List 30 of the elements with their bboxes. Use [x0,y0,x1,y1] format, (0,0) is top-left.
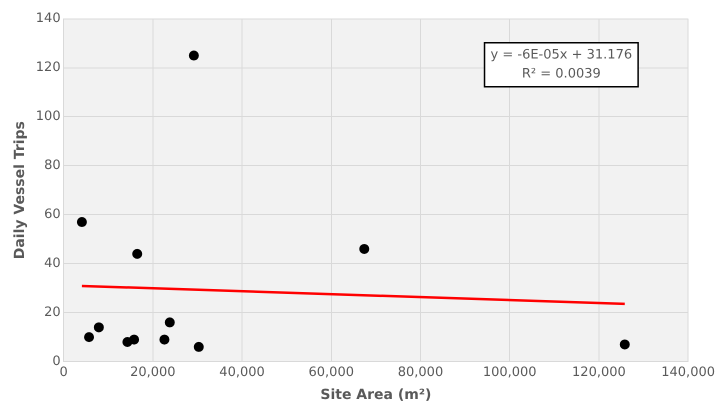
y-tick-label: 80 [44,158,61,174]
x-tick-label: 140,000 [661,364,716,380]
y-tick-label: 0 [52,354,61,369]
point [76,217,87,228]
y-tick-label: 100 [36,109,61,124]
y-tick-label: 140 [36,11,61,26]
y-tick-label: 20 [44,305,61,320]
annotation: y = -6E-05x + 31.176 [490,48,632,63]
point [194,342,204,352]
y-axis-title: Daily Vessel Trips [12,121,28,260]
x-axis-title: Site Area (m²) [320,387,432,404]
point [159,334,170,345]
annotation: R² = 0.0039 [522,66,601,82]
point [620,339,630,350]
x-tick-label: 40,000 [219,364,265,380]
x-tick-label: 100,000 [482,364,537,380]
point [164,317,175,328]
x-tick-label: 60,000 [308,364,354,380]
y-tick-label: 60 [44,207,61,222]
point [359,244,370,254]
x-tick-label: 20,000 [130,364,176,380]
point [84,332,94,342]
y-tick-label: 40 [44,256,61,272]
point [94,322,104,332]
point [188,50,199,61]
x-tick-label: 120,000 [572,364,626,380]
point [132,248,142,259]
x-tick-label: 80,000 [398,364,444,380]
point [129,334,140,345]
y-tick-label: 120 [36,60,61,76]
